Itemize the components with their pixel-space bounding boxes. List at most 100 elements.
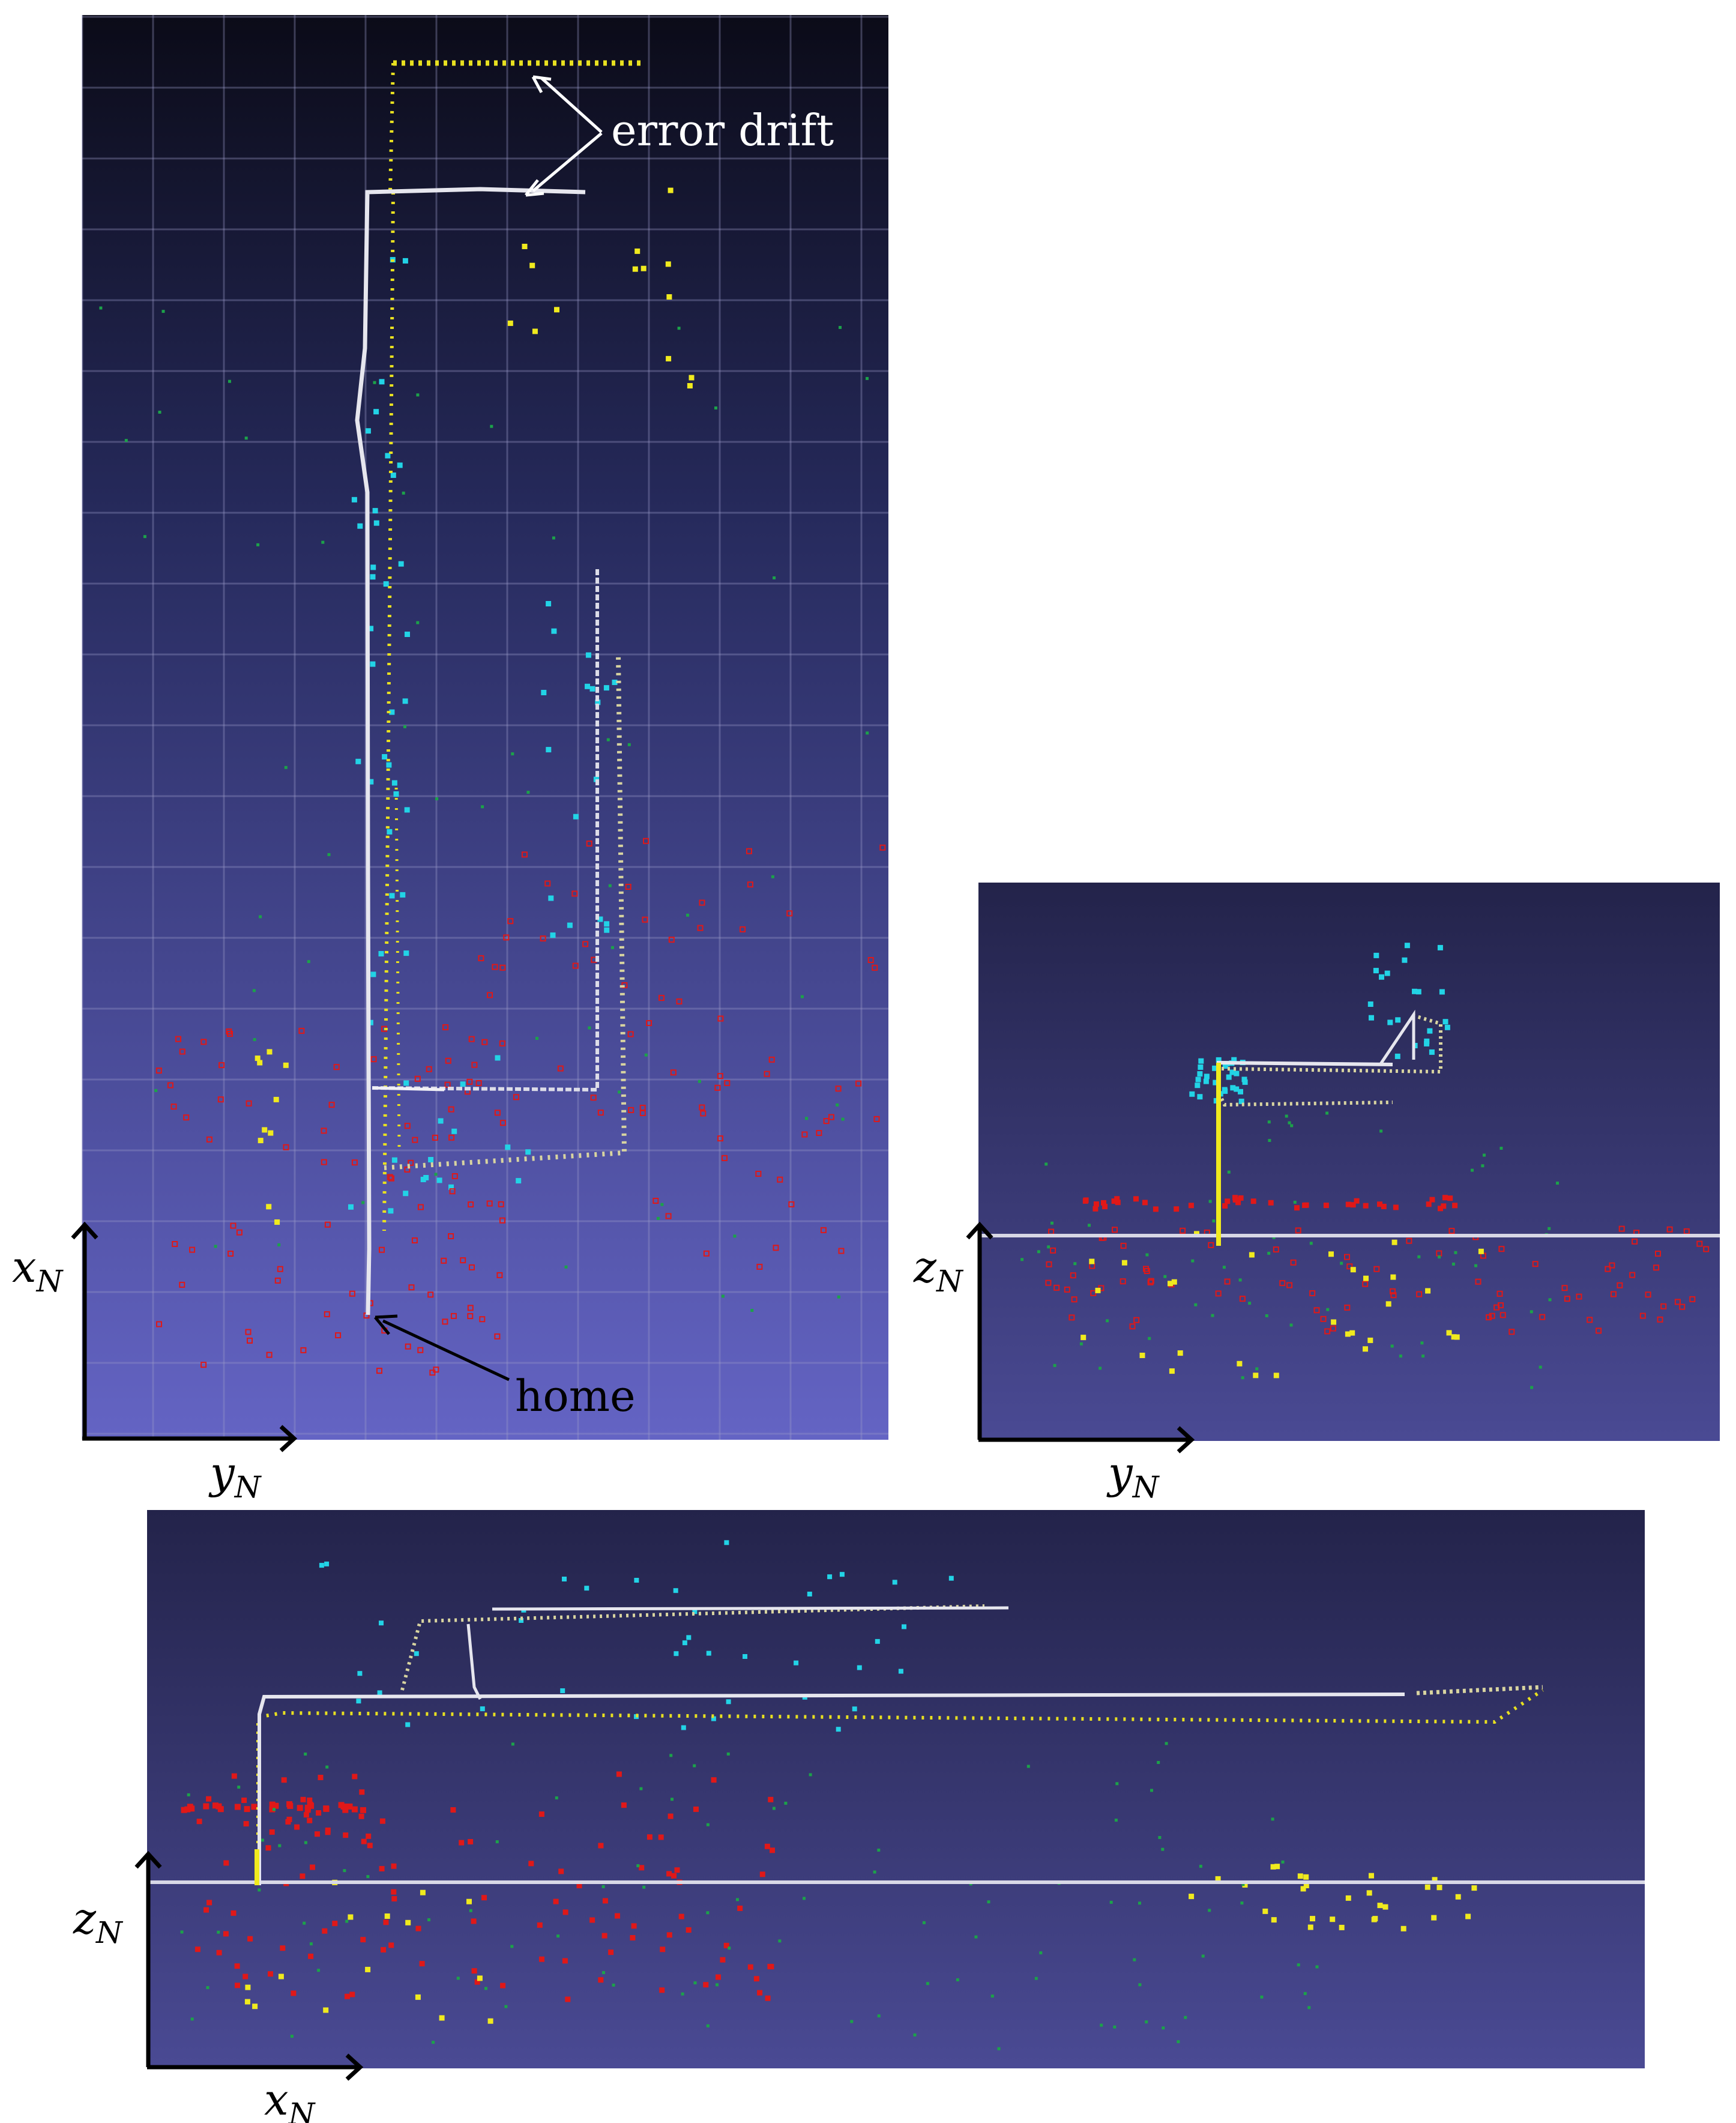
landmark-point — [1102, 1204, 1108, 1210]
landmark-point — [1239, 1296, 1246, 1302]
landmark-point — [423, 1175, 429, 1180]
landmark-point — [1331, 1319, 1337, 1325]
landmark-point — [1471, 1168, 1474, 1172]
landmark-point — [562, 1909, 568, 1915]
estimated-trajectory-path — [258, 1693, 1405, 1885]
landmark-point — [922, 1921, 926, 1924]
landmark-point — [1421, 1354, 1425, 1358]
landmark-point — [346, 1803, 353, 1810]
xz-axis-label-x: xN — [264, 2074, 316, 2123]
landmark-point — [426, 1066, 432, 1072]
landmark-point — [552, 536, 555, 540]
landmark-point — [348, 1204, 354, 1210]
landmark-point — [1478, 1248, 1484, 1254]
landmark-point — [657, 1216, 660, 1220]
landmark-point — [699, 899, 705, 906]
landmark-point — [167, 1082, 173, 1089]
landmark-point — [1373, 952, 1379, 958]
landmark-point — [388, 1208, 394, 1214]
landmark-point — [1436, 1885, 1442, 1891]
landmark-point — [1399, 1354, 1402, 1358]
landmark-point — [627, 1031, 634, 1037]
landmark-point — [391, 1896, 397, 1901]
landmark-point — [1238, 1278, 1242, 1282]
landmark-point — [1231, 1057, 1237, 1063]
landmark-point — [200, 1039, 207, 1045]
landmark-point — [1148, 1278, 1154, 1284]
landmark-point — [1050, 1221, 1053, 1225]
landmark-point — [448, 1233, 454, 1239]
landmark-point — [414, 1075, 421, 1082]
landmark-point — [1340, 1261, 1343, 1265]
landmark-point — [1696, 1240, 1703, 1247]
landmark-point — [499, 1040, 505, 1046]
landmark-point — [1532, 1261, 1539, 1267]
landmark-point — [528, 1861, 534, 1867]
landmark-point — [1345, 1201, 1351, 1207]
landmark-point — [217, 1096, 224, 1103]
landmark-point — [370, 1056, 377, 1063]
estimated-trajectory-path — [372, 567, 599, 1092]
landmark-point — [158, 411, 161, 414]
landmark-point — [588, 1026, 591, 1030]
landmark-point — [324, 1311, 330, 1317]
landmark-point — [366, 1833, 372, 1839]
landmark-point — [852, 1706, 857, 1712]
landmark-point — [1289, 1323, 1293, 1327]
landmark-point — [1198, 1064, 1204, 1070]
landmark-point — [266, 1351, 273, 1358]
landmark-point — [1493, 1304, 1500, 1311]
landmark-point — [379, 1620, 384, 1626]
landmark-point — [1481, 1164, 1484, 1168]
landmark-point — [1390, 1274, 1396, 1280]
landmark-point — [1150, 1789, 1153, 1792]
landmark-point — [608, 1949, 614, 1955]
landmark-point — [402, 698, 408, 704]
landmark-point — [262, 1127, 268, 1133]
landmark-point — [310, 1864, 315, 1870]
landmark-point — [608, 884, 612, 887]
landmark-point — [722, 1155, 728, 1161]
landmark-point — [1679, 1303, 1686, 1310]
landmark-point — [427, 1918, 430, 1921]
landmark-point — [403, 725, 406, 728]
landmark-point — [408, 1284, 415, 1291]
landmark-point — [1064, 1286, 1070, 1293]
landmark-point — [724, 1080, 731, 1086]
landmark-point — [866, 731, 869, 735]
landmark-point — [1144, 1268, 1150, 1274]
landmark-point — [348, 1914, 354, 1920]
landmark-point — [1556, 1182, 1559, 1185]
landmark-point — [841, 1117, 845, 1121]
landmark-point — [304, 1841, 307, 1844]
landmark-point — [1157, 1761, 1160, 1764]
landmark-point — [653, 1198, 659, 1204]
landmark-point — [1373, 968, 1379, 974]
landmark-point — [474, 1979, 480, 1985]
landmark-point — [1168, 1281, 1173, 1287]
landmark-point — [674, 1651, 679, 1656]
landmark-point — [1106, 1319, 1109, 1323]
landmark-point — [511, 1742, 514, 1746]
landmark-point — [247, 1936, 253, 1942]
landmark-point — [879, 844, 886, 851]
landmark-point — [469, 1909, 472, 1912]
landmark-point — [703, 1250, 710, 1257]
landmark-point — [873, 1870, 876, 1874]
yz-axis-label-z: zN — [913, 1242, 964, 1299]
landmark-point — [839, 325, 842, 329]
landmark-point — [1381, 1204, 1387, 1209]
landmark-point — [432, 1134, 438, 1141]
landmark-point — [1215, 1290, 1222, 1297]
landmark-point — [216, 1949, 222, 1955]
landmark-point — [316, 1810, 322, 1816]
landmark-point — [768, 1056, 775, 1063]
landmark-point — [1238, 1098, 1244, 1104]
landmark-point — [837, 1295, 840, 1299]
landmark-point — [1424, 1884, 1430, 1890]
landmark-point — [361, 1201, 365, 1204]
landmark-point — [1249, 1252, 1255, 1258]
landmark-point — [1432, 1877, 1438, 1883]
landmark-point — [768, 1796, 774, 1802]
landmark-point — [526, 791, 530, 794]
